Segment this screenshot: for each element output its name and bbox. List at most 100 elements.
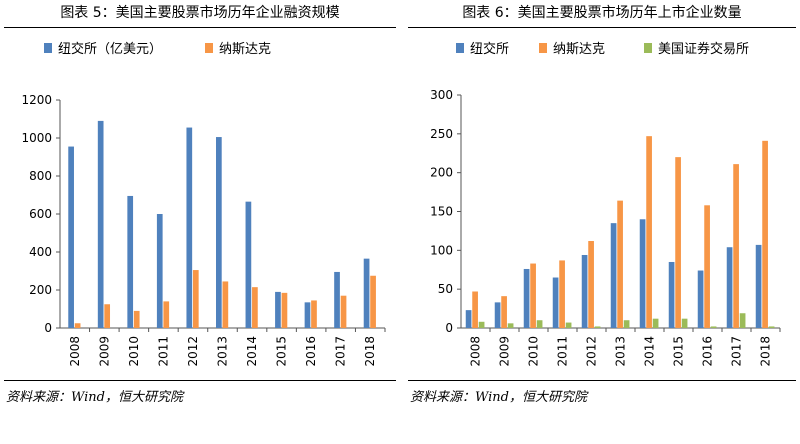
y-tick-label: 800 (29, 169, 52, 183)
bar (581, 254, 588, 328)
x-tick-label: 2017 (730, 336, 744, 367)
bar (697, 270, 704, 328)
x-tick-label: 2011 (156, 336, 170, 367)
bar (675, 157, 681, 328)
legend-label: 纽交所 (470, 41, 509, 57)
bar (97, 120, 104, 329)
bar (623, 320, 630, 328)
bar (668, 261, 675, 328)
bar (726, 247, 733, 328)
y-tick-label: 400 (29, 245, 52, 259)
legend-swatch (44, 43, 52, 53)
bar (334, 271, 340, 328)
x-tick-label: 2010 (127, 336, 141, 367)
bar (494, 302, 501, 328)
bar (594, 326, 601, 328)
x-tick-label: 2016 (304, 336, 318, 367)
x-tick-label: 2013 (614, 336, 628, 367)
y-tick-label: 100 (430, 243, 453, 257)
bar (762, 140, 768, 328)
bar (163, 301, 170, 328)
bar (704, 205, 710, 328)
x-tick-label: 2014 (643, 336, 657, 367)
x-tick-label: 2008 (469, 336, 483, 367)
bar (588, 241, 594, 328)
bar (552, 277, 559, 328)
right-chart-title: 图表 6：美国主要股票市场历年上市企业数量 (462, 5, 742, 21)
y-tick-label: 600 (29, 207, 52, 221)
bar (311, 300, 317, 328)
left-chart-title: 图表 5：美国主要股票市场历年企业融资规模 (60, 5, 340, 21)
x-tick-label: 2012 (186, 336, 200, 367)
x-tick-label: 2009 (498, 336, 512, 367)
bar (156, 214, 163, 328)
legend-label: 纳斯达克 (219, 42, 271, 57)
y-tick-label: 0 (44, 321, 52, 335)
bar (192, 270, 199, 328)
bar (681, 318, 688, 328)
bar (559, 260, 565, 328)
left-title-rule (4, 27, 396, 28)
legend-swatch (644, 43, 652, 53)
right-title-rule (408, 27, 796, 28)
right-chart-svg: 0 50 100 150 200 250 300 2008 2009 2010 2011 2012 20… (430, 41, 781, 367)
bar (245, 201, 252, 328)
bar (739, 313, 746, 328)
x-tick-label: 2010 (527, 336, 541, 367)
y-tick-label: 150 (430, 205, 453, 219)
bar (768, 326, 775, 328)
bar (104, 304, 111, 328)
left-chart-svg: 0 200 400 600 800 1000 1200 2008 2009 2010 2011 201… (21, 41, 386, 367)
x-tick-label: 2012 (585, 336, 599, 367)
y-tick-label: 250 (430, 127, 453, 141)
bar (216, 137, 222, 328)
bar (275, 291, 281, 328)
y-tick-label: 1200 (21, 93, 52, 107)
bar (370, 275, 376, 328)
x-tick-label: 2015 (672, 336, 686, 367)
bar (639, 219, 646, 328)
x-tick-label: 2017 (334, 336, 348, 367)
right-source-rule (408, 380, 796, 381)
legend-label: 美国证券交易所 (658, 41, 749, 57)
bar (523, 268, 530, 328)
y-tick-label: 200 (430, 166, 453, 180)
y-tick-label: 1000 (21, 131, 52, 145)
bar (710, 326, 717, 328)
bar (222, 281, 229, 328)
bar (281, 292, 288, 328)
bar (472, 291, 478, 328)
bar (363, 258, 370, 328)
x-tick-label: 2013 (216, 336, 230, 367)
left-source-rule (4, 380, 396, 381)
y-tick-label: 300 (430, 88, 453, 102)
x-tick-label: 2008 (68, 336, 82, 367)
right-chart-panel: 图表 6：美国主要股票市场历年上市企业数量 0 50 100 150 200 250 300… (404, 0, 800, 444)
bar (610, 223, 617, 328)
legend-label: 纽交所（亿美元） (58, 41, 162, 57)
legend-swatch (539, 43, 547, 53)
legend-swatch (456, 43, 464, 53)
y-tick-label: 0 (445, 321, 453, 335)
bar (530, 263, 536, 328)
bar (755, 244, 762, 328)
x-tick-label: 2014 (245, 336, 259, 367)
bar (127, 195, 134, 328)
bar (465, 310, 472, 328)
left-chart-panel: 图表 5：美国主要股票市场历年企业融资规模 0 200 400 600 800 1000 1… (4, 5, 396, 405)
x-tick-label: 2018 (759, 336, 773, 367)
bar (133, 310, 140, 328)
x-tick-label: 2011 (556, 336, 570, 367)
y-tick-label: 200 (29, 283, 52, 297)
bar (617, 200, 623, 328)
bar (652, 318, 659, 328)
x-tick-label: 2016 (701, 336, 715, 367)
bar (507, 323, 514, 328)
x-tick-label: 2015 (275, 336, 289, 367)
bar (68, 146, 74, 328)
left-source-note: 资料来源：Wind，恒大研究院 (6, 390, 183, 405)
bar (304, 302, 311, 328)
bar (186, 127, 193, 328)
bar (74, 323, 81, 328)
bar (536, 320, 543, 328)
